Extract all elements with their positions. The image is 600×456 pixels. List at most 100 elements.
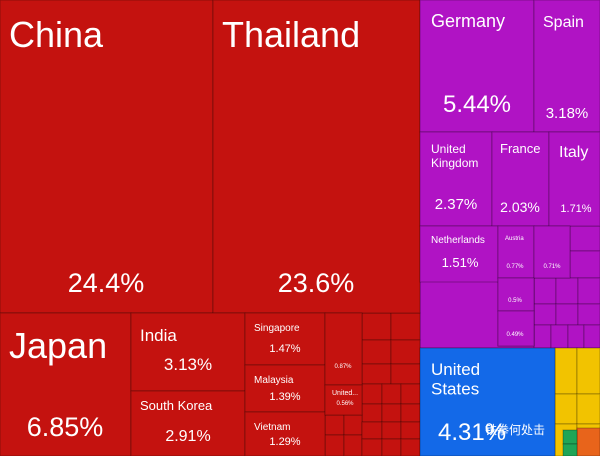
tile-value-south-korea: 2.91% xyxy=(165,428,210,445)
tile-label-netherlands: Netherlands xyxy=(431,235,485,246)
tile-france xyxy=(491,131,550,227)
tile-value-germany: 5.44% xyxy=(443,91,511,118)
tile-value-italy: 1.71% xyxy=(560,203,591,215)
asia-small-tile-13 xyxy=(324,414,345,436)
tile-europe-cell-9 xyxy=(497,277,535,312)
asia-small-tile-12 xyxy=(400,403,421,423)
asia-small-tile-14 xyxy=(343,414,363,436)
europe-small-tile-1 xyxy=(569,225,600,252)
asia-small-tile-18 xyxy=(381,421,402,440)
asia-small-tile-5 xyxy=(361,363,392,385)
tile-label-united-kingdom-line-1: United xyxy=(431,142,466,156)
tile-label-thailand: Thailand xyxy=(222,14,360,55)
tile-germany xyxy=(419,0,535,133)
asia-small-tile-15 xyxy=(324,434,345,456)
tile-label-india: India xyxy=(140,326,177,345)
tile-spain xyxy=(533,0,600,133)
europe-small-tile-2 xyxy=(569,250,600,279)
tile-united-kingdom xyxy=(419,131,493,227)
tile-label-germany: Germany xyxy=(431,11,505,31)
tile-value-singapore: 1.47% xyxy=(269,343,300,355)
tile-europe-cell-8 xyxy=(533,225,571,279)
tile-netherlands xyxy=(419,225,499,283)
asia-small-tile-3 xyxy=(361,339,392,365)
tile-united xyxy=(324,384,363,416)
asia-small-tile-6 xyxy=(390,363,421,385)
tile-label-austria: Austria xyxy=(505,236,524,242)
asia-small-tile-11 xyxy=(381,403,402,423)
tile-label-united: United... xyxy=(332,390,358,397)
south-america-tile-1 xyxy=(554,347,578,395)
tile-italy xyxy=(548,131,600,227)
oceania-tile xyxy=(576,427,600,456)
tile-label-vietnam: Vietnam xyxy=(254,422,291,433)
tile-value-asia-cell-9: 0.87% xyxy=(334,364,352,370)
tile-europe-cell-10 xyxy=(497,310,535,347)
tile-value-china: 24.4% xyxy=(68,268,145,298)
tile-united-states xyxy=(419,347,556,456)
asia-small-tile-19 xyxy=(400,421,421,440)
tile-value-united: 0.56% xyxy=(336,401,354,407)
tile-value-europe-cell-10: 0.49% xyxy=(506,332,524,338)
europe-small-tile-9 xyxy=(533,324,552,349)
tile-value-netherlands: 1.51% xyxy=(442,255,479,270)
africa-tile-1 xyxy=(562,429,578,445)
tile-value-japan: 6.85% xyxy=(27,412,104,442)
tile-label-china: China xyxy=(9,14,104,55)
south-america-tile-3 xyxy=(554,393,578,425)
tile-malaysia xyxy=(244,364,326,413)
tile-value-europe-cell-9: 0.5% xyxy=(508,298,522,304)
tile-value-india: 3.13% xyxy=(164,355,212,374)
europe-small-tile-3 xyxy=(533,277,557,305)
europe-small-tile-12 xyxy=(583,324,600,349)
africa-tile-2 xyxy=(562,443,578,456)
tile-label-japan: Japan xyxy=(9,325,107,366)
south-america-tile-4 xyxy=(576,393,600,425)
tile-label-france: France xyxy=(500,141,540,156)
europe-small-tile-5 xyxy=(577,277,600,305)
europe-small-tile-4 xyxy=(555,277,579,305)
tile-label-singapore: Singapore xyxy=(254,323,300,334)
asia-small-tile-2 xyxy=(390,312,421,341)
tile-value-spain: 3.18% xyxy=(546,105,589,122)
tile-label-united-states-line-2: States xyxy=(431,380,479,399)
asia-small-tile-7 xyxy=(361,383,383,405)
asia-small-tile-10 xyxy=(361,403,383,423)
tile-value-france: 2.03% xyxy=(500,199,540,215)
tile-value-austria: 0.77% xyxy=(506,264,524,270)
asia-small-tile-9 xyxy=(400,383,421,405)
tile-label-italy: Italy xyxy=(559,144,588,161)
tile-label-south-korea: South Korea xyxy=(140,398,213,413)
tile-value-united-states: 4.31% xyxy=(438,419,506,446)
asia-small-tile-16 xyxy=(343,434,363,456)
tile-value-united-kingdom: 2.37% xyxy=(435,196,478,213)
tile-singapore xyxy=(244,312,326,366)
tile-label-united-kingdom-line-2: Kingdom xyxy=(431,156,478,170)
south-america-tile-2 xyxy=(576,347,600,395)
tile-asia-cell-9 xyxy=(324,312,363,386)
tile-india xyxy=(130,312,246,392)
tile-value-thailand: 23.6% xyxy=(278,268,355,298)
asia-small-tile-1 xyxy=(361,312,392,341)
europe-small-tile-8 xyxy=(577,303,600,326)
tile-label-malaysia: Malaysia xyxy=(254,375,294,386)
tile-value-vietnam: 1.29% xyxy=(269,436,300,448)
tile-value-europe-cell-8: 0.71% xyxy=(543,264,561,270)
europe-small-tile-10 xyxy=(550,324,569,349)
tile-china xyxy=(0,0,214,314)
asia-small-tile-20 xyxy=(361,438,383,456)
europe-small-tile-11 xyxy=(567,324,585,349)
tile-austria xyxy=(497,225,535,279)
europe-small-tile-6 xyxy=(533,303,557,326)
europe-small-tile-7 xyxy=(555,303,579,326)
asia-small-tile-4 xyxy=(390,339,421,365)
watermark-text: 铁拳何处击 xyxy=(485,423,546,437)
asia-small-tile-17 xyxy=(361,421,383,440)
asia-small-tile-8 xyxy=(381,383,402,405)
tile-japan xyxy=(0,312,132,456)
tile-label-united-states-line-1: United xyxy=(431,360,480,379)
asia-small-tile-22 xyxy=(400,438,421,456)
tile-value-malaysia: 1.39% xyxy=(269,391,300,403)
tile-label-spain: Spain xyxy=(543,14,584,31)
